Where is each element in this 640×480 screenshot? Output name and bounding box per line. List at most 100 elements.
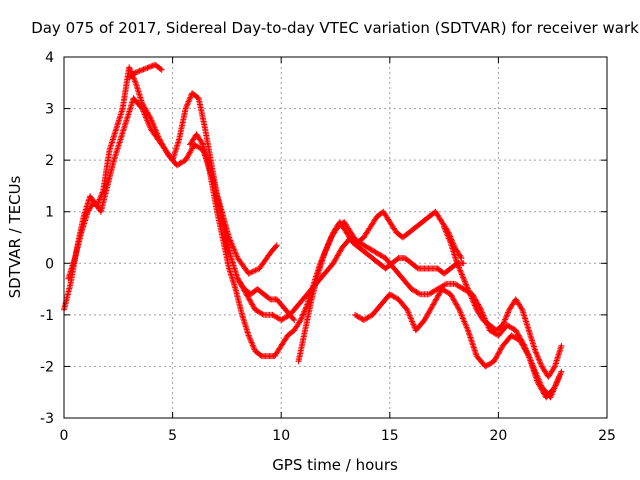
data-point [145,64,152,71]
data-point [126,65,133,72]
data-point [435,292,442,299]
data-point [494,351,501,358]
data-point [148,63,155,70]
data-point [141,111,148,118]
data-point [468,294,475,301]
data-point [247,338,254,345]
data-point [137,67,144,74]
y-tick-label: 1 [45,205,54,221]
data-point [518,340,525,347]
data-point [503,312,510,319]
data-point [234,275,241,282]
data-point [534,352,541,359]
series-pass-g [352,286,565,401]
data-point [554,378,561,385]
data-point [143,115,150,122]
data-point [554,377,561,384]
data-point [442,228,449,235]
data-point [521,345,528,352]
data-point [246,269,253,276]
data-point [324,244,331,251]
data-point [552,382,559,389]
series-trace [443,226,562,378]
data-point [454,261,461,268]
data-point [185,98,192,105]
data-point [240,286,247,293]
data-point [461,319,468,326]
data-point [250,304,257,311]
data-point [556,374,563,381]
data-point [495,350,502,357]
data-point [501,317,508,324]
data-point [407,314,414,321]
data-point [518,305,525,312]
data-point [186,97,193,104]
x-tick-label: 10 [272,428,290,444]
data-point [540,389,547,396]
data-point [502,316,509,323]
data-point [470,299,477,306]
data-point [183,104,190,111]
data-point [409,318,416,325]
data-point [272,243,279,250]
data-point [247,297,254,304]
data-point [428,304,435,311]
data-point [425,310,432,317]
data-point [407,315,414,322]
data-point [331,257,338,264]
data-point [185,151,192,158]
data-point [460,274,467,281]
data-point [405,309,412,316]
data-point [520,342,527,349]
data-point [465,288,472,295]
data-point [517,337,524,344]
data-point [538,385,545,392]
data-point [466,289,473,296]
data-point [525,351,532,358]
data-point [469,296,476,303]
data-point [446,236,453,243]
data-point [444,231,451,238]
data-point [493,353,500,360]
data-point [323,245,330,252]
data-point [231,247,238,254]
data-point [441,225,448,232]
data-point [336,249,343,256]
data-point [454,304,461,311]
data-point [436,289,443,296]
data-point [514,329,521,336]
data-point [463,324,470,331]
data-point [143,65,150,72]
data-point [557,369,564,376]
data-point [245,332,252,339]
data-point [249,268,256,275]
data-point [236,278,243,285]
data-point [144,64,151,71]
x-tick-label: 5 [168,428,177,444]
data-point [334,252,341,259]
data-point [131,76,138,83]
data-point [425,309,432,316]
data-point [244,292,251,299]
data-point [472,303,479,310]
data-point [324,242,331,249]
data-point [426,307,433,314]
data-point [186,95,193,102]
data-point [444,232,451,239]
data-point [445,235,452,242]
data-point [410,321,417,328]
x-axis-label: GPS time / hours [272,456,398,474]
data-point [533,350,540,357]
data-point [421,317,428,324]
data-point [463,322,470,329]
data-point [471,301,478,308]
data-point [127,67,134,74]
data-point [557,371,564,378]
data-point [158,66,165,73]
data-point [331,258,338,265]
data-point [505,308,512,315]
data-point [133,68,140,75]
data-point [430,301,437,308]
data-point [441,224,448,231]
y-tick-label: -1 [40,308,54,324]
